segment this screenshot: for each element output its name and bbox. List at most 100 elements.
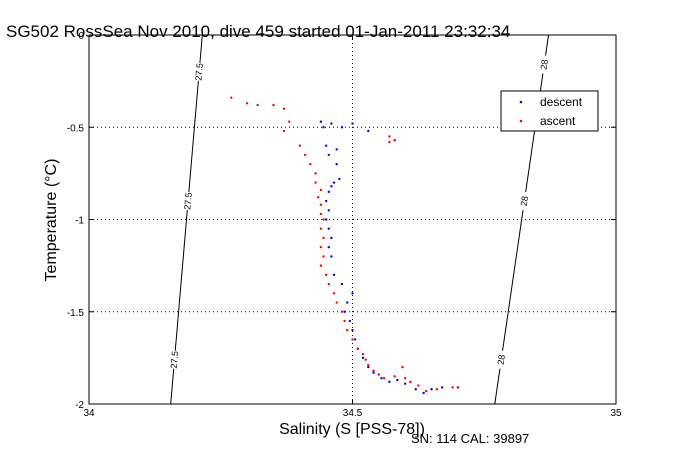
contour-label-bg-1-2 (497, 350, 505, 369)
descent-point-9 (335, 162, 338, 166)
descent-point-26 (348, 319, 352, 323)
contour-label-1-0: 28 (539, 59, 550, 70)
ascent-point-40 (409, 380, 412, 384)
ascent-point-25 (335, 301, 338, 304)
ascent-point-23 (327, 282, 330, 286)
descent-point-35 (396, 378, 399, 382)
descent-point-17 (327, 227, 330, 230)
contour-label-0-2: 27.5 (169, 351, 180, 369)
descent-point-0 (319, 120, 323, 123)
legend-descent-label: descent (540, 95, 583, 109)
ascent-point-2 (256, 103, 259, 107)
x-tick-label-2: 35 (610, 408, 622, 419)
ascent-point-32 (364, 358, 367, 361)
ascent-point-28 (346, 329, 349, 332)
contour-label-bg-0-2 (170, 350, 178, 369)
ascent-point-36 (382, 376, 386, 380)
descent-point-7 (335, 148, 338, 151)
ascent-point-30 (356, 347, 359, 350)
descent-point-28 (353, 338, 357, 341)
ascent-point-26 (340, 310, 344, 313)
ascent-point-44 (451, 386, 454, 389)
y-tick-label-0: 0 (78, 31, 84, 42)
chart-title: SG502 RossSea Nov 2010, dive 459 started… (6, 22, 510, 41)
ascent-point-41 (417, 384, 420, 387)
ascent-point-21 (319, 264, 323, 267)
ascent-point-42 (425, 389, 428, 393)
descent-point-20 (330, 255, 333, 258)
descent-point-16 (324, 218, 328, 221)
y-axis-label: Temperature (°C) (43, 159, 60, 282)
ascent-point-1 (245, 102, 249, 105)
descent-point-10 (338, 177, 341, 181)
legend-ascent-label: ascent (540, 114, 576, 128)
descent-point-27 (351, 329, 354, 332)
descent-point-33 (380, 376, 383, 380)
descent-point-37 (414, 388, 417, 391)
ascent-point-8 (303, 153, 307, 157)
descent-point-3 (340, 126, 344, 129)
descent-point-36 (404, 382, 407, 385)
descent-point-1 (322, 126, 325, 129)
ascent-point-29 (351, 338, 354, 341)
ascent-point-48 (393, 138, 396, 142)
descent-point-11 (332, 181, 336, 184)
ascent-point-14 (319, 203, 323, 206)
contour-label-bg-1-0 (540, 55, 548, 74)
ascent-point-37 (393, 375, 396, 378)
descent-point-38 (422, 391, 425, 395)
ascent-point-17 (319, 227, 323, 230)
ascent-point-20 (322, 255, 325, 258)
ascent-point-24 (332, 292, 336, 295)
y-tick-label-2: -1 (75, 216, 84, 227)
contour-label-1-2: 28 (496, 354, 507, 365)
ascent-point-35 (377, 373, 381, 376)
descent-point-4 (351, 122, 354, 125)
descent-point-12 (330, 185, 333, 188)
descent-point-30 (361, 356, 365, 360)
x-axis-label: Salinity (S [PSS-78]) (279, 421, 425, 438)
contour-label-bg-0-0 (195, 62, 203, 81)
descent-point-19 (327, 245, 330, 249)
descent-point-40 (440, 386, 444, 389)
ascent-point-5 (288, 120, 291, 123)
ascent-point-39 (404, 376, 407, 380)
ascent-point-33 (367, 364, 370, 367)
ascent-point-13 (317, 196, 320, 199)
descent-point-34 (388, 380, 391, 384)
ascent-point-47 (388, 135, 391, 138)
ascent-point-45 (456, 386, 460, 389)
data-points (230, 96, 460, 395)
descent-point-21 (332, 273, 336, 277)
axis-ticks: 34 34.5 35 0 -0.5 -1 -1.5 -2 (67, 31, 622, 419)
legend-box (500, 90, 599, 132)
ascent-point-6 (282, 129, 286, 133)
ascent-point-27 (343, 319, 346, 323)
ascent-point-15 (319, 212, 323, 216)
ascent-point-16 (322, 218, 325, 221)
ascent-point-4 (282, 107, 286, 111)
grid-lines (89, 35, 616, 404)
ascent-point-9 (309, 162, 312, 166)
descent-point-13 (327, 190, 330, 194)
descent-point-14 (324, 199, 328, 203)
ascent-point-0 (230, 96, 233, 99)
contour-label-0-1: 27.5 (182, 192, 193, 210)
ascent-point-22 (324, 273, 328, 277)
descent-point-2 (330, 122, 333, 125)
ascent-point-19 (319, 245, 323, 249)
descent-point-32 (372, 371, 375, 374)
legend-ascent-marker (519, 119, 523, 123)
descent-point-15 (327, 209, 330, 212)
y-tick-label-4: -2 (75, 400, 84, 411)
descent-point-8 (327, 153, 330, 157)
descent-point-23 (351, 292, 354, 295)
x-tick-label-0: 34 (83, 408, 95, 419)
contour-label-bg-1-1 (520, 192, 528, 211)
contour-line-0 (170, 34, 203, 405)
descent-point-5 (367, 129, 370, 133)
contour-label-bg-0-1 (184, 192, 192, 211)
ascent-point-10 (314, 172, 317, 175)
descent-point-25 (343, 310, 346, 313)
ascent-point-3 (272, 103, 275, 107)
